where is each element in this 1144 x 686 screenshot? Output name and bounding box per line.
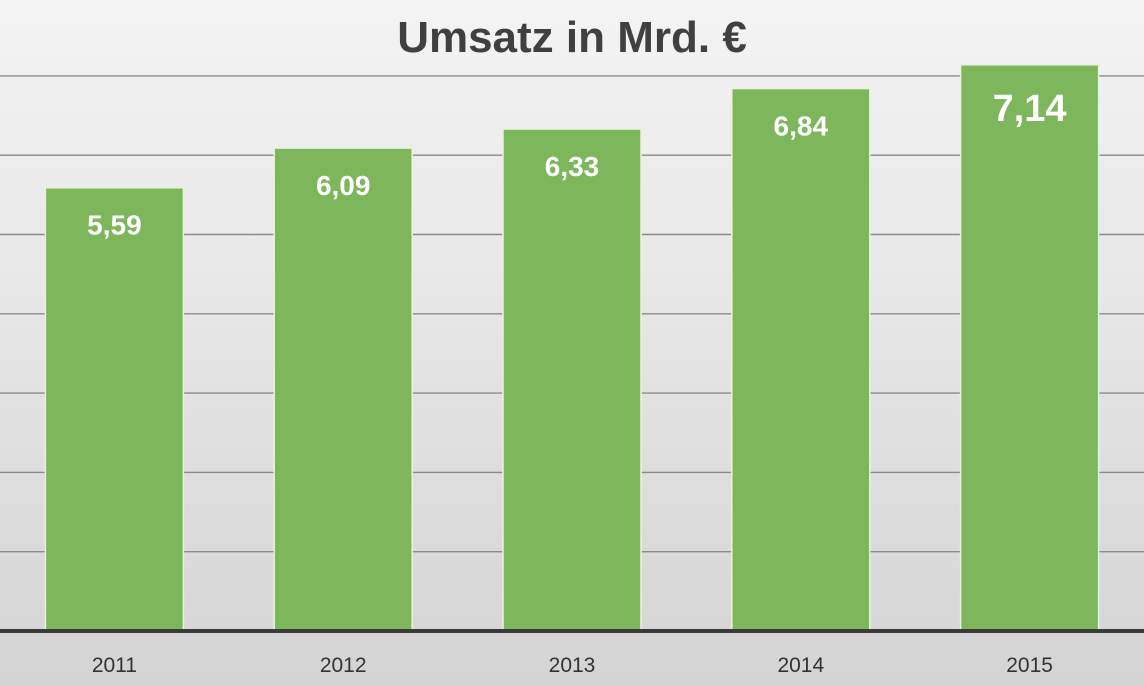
bar-2012 [273, 147, 413, 632]
x-tick-label: 2011 [92, 654, 137, 677]
bar-2013 [502, 128, 642, 632]
bar-2014 [731, 87, 871, 632]
bar-2015 [959, 64, 1100, 632]
bar-2011 [44, 186, 185, 632]
chart-title: Umsatz in Mrd. € [397, 13, 747, 62]
x-tick-label: 2014 [777, 654, 824, 677]
data-label: 7,14 [993, 88, 1067, 130]
x-tick-label: 2012 [320, 654, 367, 677]
data-label: 6,84 [774, 111, 829, 142]
x-tick-label: 2015 [1006, 654, 1053, 677]
data-label: 6,33 [545, 151, 600, 182]
x-tick-label: 2013 [549, 654, 596, 677]
data-label: 5,59 [87, 210, 142, 241]
data-label: 6,09 [316, 170, 371, 201]
